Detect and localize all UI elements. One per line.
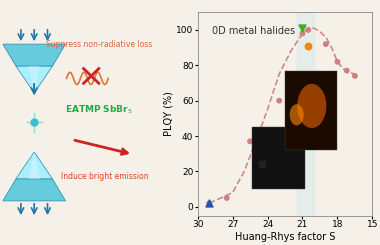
Polygon shape — [3, 44, 65, 66]
Polygon shape — [3, 179, 65, 201]
Point — [344, 69, 350, 73]
Point — [305, 44, 311, 48]
Bar — [297, 12, 314, 216]
Point — [299, 26, 306, 30]
Text: Suppress non-radiative loss: Suppress non-radiative loss — [46, 40, 152, 49]
Point — [323, 42, 329, 46]
Ellipse shape — [297, 84, 326, 128]
Point — [206, 201, 212, 205]
Text: 0D metal halides: 0D metal halides — [212, 26, 295, 37]
FancyBboxPatch shape — [252, 127, 305, 189]
Point — [299, 32, 306, 36]
Y-axis label: PLQY (%): PLQY (%) — [163, 91, 173, 136]
Polygon shape — [28, 66, 40, 93]
Text: EATMP SbBr$_5$: EATMP SbBr$_5$ — [65, 104, 133, 117]
X-axis label: Huang-Rhys factor S: Huang-Rhys factor S — [235, 232, 335, 242]
Point — [305, 28, 311, 32]
Polygon shape — [16, 66, 52, 93]
Ellipse shape — [290, 104, 304, 125]
Point — [206, 201, 212, 205]
Text: Induce bright emission: Induce bright emission — [61, 172, 148, 181]
Point — [224, 196, 230, 200]
Polygon shape — [28, 152, 40, 179]
Point — [334, 60, 340, 64]
Polygon shape — [16, 152, 52, 179]
Point — [247, 139, 253, 143]
Point — [276, 99, 282, 103]
FancyBboxPatch shape — [285, 71, 337, 150]
Point — [259, 162, 265, 166]
Point — [352, 74, 358, 78]
